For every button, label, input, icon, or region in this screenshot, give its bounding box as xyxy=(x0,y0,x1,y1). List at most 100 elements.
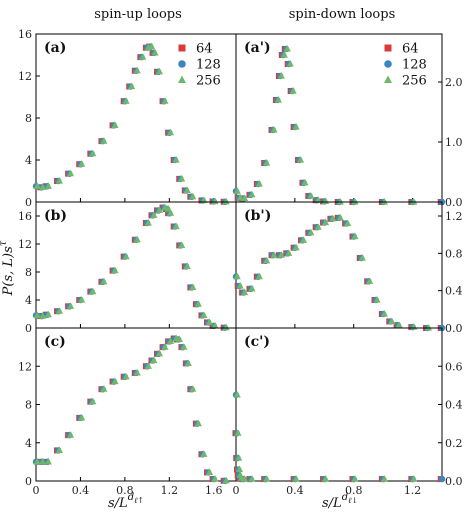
data-point xyxy=(233,187,241,194)
data-point xyxy=(292,475,300,482)
series-128 xyxy=(232,391,446,483)
y-tick-label: 16 xyxy=(18,28,32,41)
data-point xyxy=(248,475,256,482)
y-tick-label: 0.8 xyxy=(445,247,463,260)
data-point xyxy=(240,288,249,296)
data-point xyxy=(285,249,293,256)
panel-label: (a) xyxy=(44,40,66,56)
data-point xyxy=(336,198,344,205)
data-point xyxy=(189,385,197,392)
data-point xyxy=(307,192,315,199)
data-point xyxy=(321,475,330,482)
legend-marker xyxy=(384,44,392,52)
data-point xyxy=(234,429,242,436)
data-point xyxy=(292,123,300,130)
series-128 xyxy=(32,335,229,485)
data-point xyxy=(263,256,271,264)
data-point xyxy=(151,48,159,56)
data-point xyxy=(78,296,86,303)
data-point xyxy=(189,283,197,290)
data-point xyxy=(100,277,108,285)
data-point xyxy=(144,362,152,369)
data-point xyxy=(307,228,315,236)
data-point xyxy=(283,45,291,52)
data-point xyxy=(380,310,388,317)
legend-label: 64 xyxy=(402,42,419,57)
data-point xyxy=(89,397,97,405)
data-point xyxy=(200,311,208,318)
data-point xyxy=(55,177,64,184)
data-point xyxy=(373,296,381,303)
data-point xyxy=(39,457,47,465)
data-point xyxy=(222,323,230,331)
panel-frame xyxy=(35,327,237,482)
y-tick-label: 0.2 xyxy=(445,437,463,450)
data-point xyxy=(248,284,256,292)
data-point xyxy=(100,385,108,392)
panel-c-prime: 0.0 0.2 0.4 0.6 0 0.4 0.8 1.2 (c') xyxy=(232,327,463,497)
data-point xyxy=(286,60,294,67)
legend-label: 256 xyxy=(196,74,221,89)
y-tick-label: 4 xyxy=(25,437,32,450)
data-point xyxy=(189,192,197,200)
data-point xyxy=(39,312,47,319)
data-point xyxy=(144,219,152,226)
data-point xyxy=(66,302,75,309)
data-point xyxy=(175,335,184,343)
data-point xyxy=(205,468,214,475)
data-point xyxy=(235,465,244,473)
data-point xyxy=(122,372,130,380)
data-point xyxy=(39,183,47,190)
data-point xyxy=(424,324,433,331)
data-point xyxy=(222,476,230,484)
data-point xyxy=(100,137,108,144)
data-point xyxy=(205,318,214,325)
data-point xyxy=(274,96,283,103)
data-point xyxy=(166,209,175,216)
panel-label: (b') xyxy=(244,208,271,224)
x-tick-label: 0.4 xyxy=(72,484,90,497)
data-point xyxy=(78,413,86,421)
y-tick-label: 1.0 xyxy=(445,136,463,149)
data-point xyxy=(133,368,141,376)
panel-label: (a') xyxy=(244,40,271,56)
data-point xyxy=(66,431,75,438)
data-point xyxy=(301,178,309,186)
y-tick-label: 0.0 xyxy=(445,196,463,209)
data-point xyxy=(111,266,119,274)
data-point xyxy=(122,97,130,104)
y-tick-label: 16 xyxy=(18,210,32,223)
data-point xyxy=(111,377,119,385)
data-point xyxy=(270,126,278,133)
data-point xyxy=(236,282,244,289)
y-tick-label: 4 xyxy=(25,154,32,167)
x-tick-label: 1.2 xyxy=(161,484,179,497)
data-point xyxy=(351,475,359,482)
panel-b: 0 4 8 12 16 (b) xyxy=(18,201,237,335)
data-point xyxy=(139,53,147,60)
data-point xyxy=(194,419,202,427)
series-256 xyxy=(233,390,418,482)
y-tick-label: 2.0 xyxy=(445,76,463,89)
y-tick-label: 0.4 xyxy=(445,399,463,412)
legend-marker xyxy=(384,60,392,68)
data-point xyxy=(161,343,169,350)
legend-label: 64 xyxy=(196,42,213,57)
data-point xyxy=(164,205,172,212)
y-axis-label: P(s, L)sτ xyxy=(0,240,16,296)
x-tick-label: 0.8 xyxy=(116,484,134,497)
x-tick-label: 0 xyxy=(233,484,240,497)
data-point xyxy=(222,197,230,205)
data-point xyxy=(155,206,164,213)
series-64 xyxy=(234,214,444,331)
legend-marker xyxy=(178,44,186,52)
data-point xyxy=(184,359,192,366)
data-point xyxy=(211,321,219,329)
data-point xyxy=(78,160,86,167)
data-point xyxy=(336,213,344,221)
